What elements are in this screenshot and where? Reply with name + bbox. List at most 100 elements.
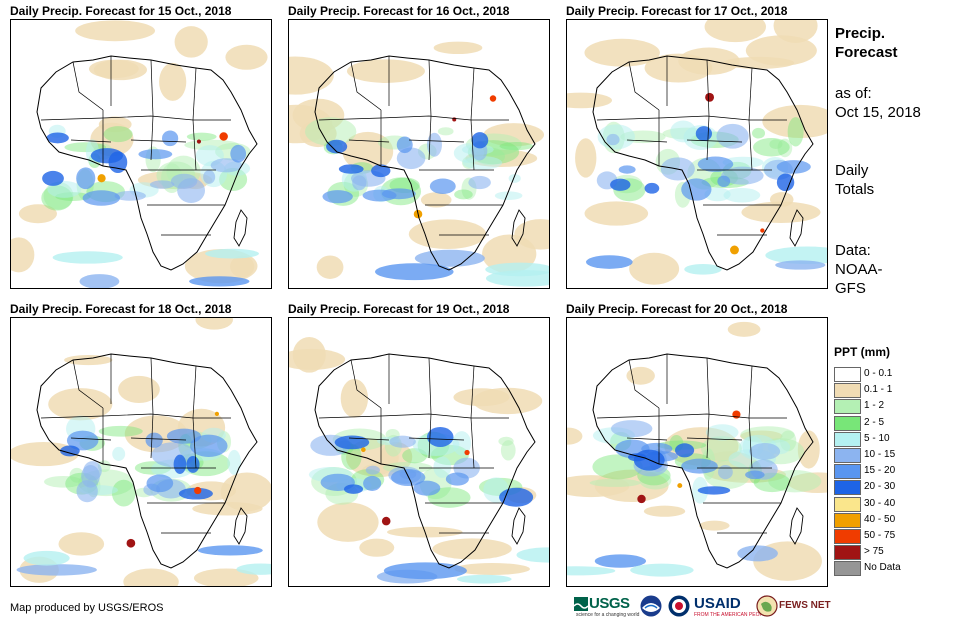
rain-cell [334,435,370,450]
legend-swatch [834,367,861,382]
light-rain-area [408,219,487,250]
light-rain-area [762,104,827,139]
legend-swatch [834,561,861,577]
rain-cell [721,166,764,185]
rain-cell [695,126,712,142]
map-canvas [289,337,549,584]
rain-cell [83,461,102,481]
rain-cell [670,120,697,143]
rain-cell [227,449,241,475]
ocean-rain-band [485,270,549,287]
ocean-rain-band [79,274,120,288]
rain-cell [138,149,173,160]
rain-cell [776,160,811,174]
light-rain-area [11,237,35,273]
country-border [150,413,154,459]
rain-cell [749,443,781,460]
country-border [192,119,197,171]
legend-swatch [834,415,861,431]
rain-cell [145,432,163,448]
country-border [470,365,475,419]
rain-cell [60,445,80,457]
light-rain-area [316,255,344,279]
usaid-seal-icon [668,595,690,617]
map-canvas [567,20,827,285]
light-rain-area [745,35,817,66]
country-border [428,115,432,161]
light-rain-area [75,20,156,42]
country-border [350,359,382,409]
heavy-rain-spot [126,538,136,548]
rain-cell [697,486,731,495]
rain-cell [675,443,695,458]
rain-cell [186,455,200,473]
country-border [626,437,668,441]
ocean-rain-band [52,251,123,264]
rain-cell [210,158,242,173]
africa-coastline [36,55,258,271]
map-panel-20-oct: Daily Precip. Forecast for 20 Oct., 2018 [566,302,828,587]
country-border [40,413,231,419]
country-border [348,139,390,143]
legend-swatch [834,480,861,496]
heavy-rain-spot [464,449,470,456]
country-border [192,365,197,419]
rain-cell [363,475,382,491]
legend-label: 40 - 50 [864,513,896,525]
light-rain-area [225,44,268,70]
ocean-rain-band [189,276,250,287]
light-rain-area [769,192,794,207]
precip-map [288,19,550,289]
country-border [706,357,710,415]
map-panel-19-oct: Daily Precip. Forecast for 19 Oct., 2018 [288,302,550,587]
rain-cell [499,141,534,151]
rain-cell [170,173,198,189]
country-border [628,61,660,111]
ocean-rain-band [236,563,271,575]
madagascar-outline [789,507,804,545]
rain-cell [111,479,136,507]
light-rain-area [514,219,549,250]
heavy-rain-spot [214,411,220,416]
legend-swatch [834,545,861,561]
light-rain-area [699,520,730,531]
light-rain-area [317,502,379,542]
legend-label: 50 - 75 [864,530,896,541]
rain-cell [716,123,749,149]
light-rain-area [584,201,649,226]
legend-label: 10 - 15 [864,449,896,460]
heavy-rain-spot [196,139,202,144]
country-border [428,413,432,459]
country-border [192,67,197,121]
as-of-value: Oct 15, 2018 [835,104,921,121]
rain-cell [717,465,733,480]
country-border [748,67,753,121]
noaa-logo [640,595,664,619]
rain-cell [433,456,452,478]
country-border [706,59,710,117]
data-line: GFS [835,280,866,297]
legend-swatch [834,399,861,415]
africa-coastline [314,55,536,271]
heading-line: Precip. [835,25,886,42]
legend-label: 0 - 0.1 [864,368,893,379]
legend-swatch [834,383,861,399]
as-of-date: as of: Oct 15, 2018 [835,84,921,122]
legend-label: 0.1 - 1 [864,384,893,396]
light-rain-area [289,348,346,370]
map-canvas [289,41,549,287]
africa-coastline [36,353,258,569]
heavy-rain-spot [381,516,391,526]
ocean-rain-band [684,263,722,275]
country-border [192,417,197,469]
madagascar-outline [233,507,248,545]
heavy-rain-spot [705,92,715,102]
rain-cell [681,458,718,474]
legend-swatch [834,512,861,528]
usgs-tagline: science for a changing world [576,612,640,618]
rain-cell [787,117,804,147]
rain-cell [338,164,364,174]
data-line: Data: [835,242,871,259]
rain-cell [112,446,126,461]
usaid-seal [668,595,692,619]
